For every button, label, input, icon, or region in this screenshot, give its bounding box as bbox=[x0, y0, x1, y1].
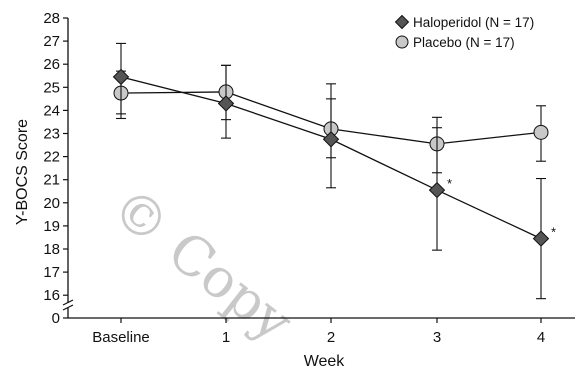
y-tick-label: 22 bbox=[43, 149, 60, 166]
data-point bbox=[322, 131, 340, 148]
x-tick-label: Baseline bbox=[92, 329, 150, 346]
y-tick-label: 27 bbox=[43, 33, 60, 50]
y-axis-label: Y-BOCS Score bbox=[14, 119, 31, 225]
x-axis-label: Week bbox=[304, 353, 346, 370]
y-tick-label: 17 bbox=[43, 264, 60, 281]
x-tick-label: 1 bbox=[222, 329, 230, 346]
y-tick-label: 24 bbox=[43, 102, 60, 119]
y-tick-label: 26 bbox=[43, 56, 60, 73]
data-point bbox=[533, 124, 549, 140]
data-point bbox=[217, 95, 235, 112]
axis-break-mark bbox=[62, 304, 74, 311]
y-tick-label: 25 bbox=[43, 79, 60, 96]
axes bbox=[62, 18, 575, 319]
copyright-watermark: © Copy bbox=[100, 175, 305, 354]
series-haloperidol: ** bbox=[112, 42, 556, 300]
y-tick-label: 20 bbox=[43, 195, 60, 212]
legend-marker-diamond bbox=[394, 14, 410, 30]
legend-label: Placebo (N = 17) bbox=[413, 35, 515, 50]
y-tick-label: 28 bbox=[43, 10, 60, 27]
significance-marker: * bbox=[447, 176, 452, 191]
y-tick-label: 18 bbox=[43, 241, 60, 258]
plot-area: ** bbox=[112, 42, 556, 300]
data-point bbox=[532, 230, 550, 247]
data-point bbox=[428, 181, 446, 199]
y-tick-label: 23 bbox=[43, 126, 60, 143]
y-tick-label: 0 bbox=[52, 310, 60, 327]
legend-label: Haloperidol (N = 17) bbox=[413, 15, 534, 30]
legend: Haloperidol (N = 17) Placebo (N = 17) bbox=[394, 14, 534, 50]
data-point bbox=[112, 68, 130, 86]
significance-marker: * bbox=[551, 225, 556, 240]
y-axis-ticks: 28 27 26 25 24 23 22 21 20 19 18 17 16 0 bbox=[43, 10, 68, 327]
x-axis-ticks: Baseline 1 2 3 4 bbox=[92, 318, 545, 346]
x-tick-label: 4 bbox=[537, 329, 545, 346]
legend-marker-circle bbox=[395, 35, 409, 49]
y-tick-label: 19 bbox=[43, 218, 60, 235]
y-tick-label: 16 bbox=[43, 287, 60, 304]
axis-break-mark bbox=[62, 299, 74, 306]
y-tick-label: 21 bbox=[43, 172, 60, 189]
x-tick-label: 2 bbox=[327, 329, 335, 346]
x-tick-label: 3 bbox=[433, 329, 441, 346]
